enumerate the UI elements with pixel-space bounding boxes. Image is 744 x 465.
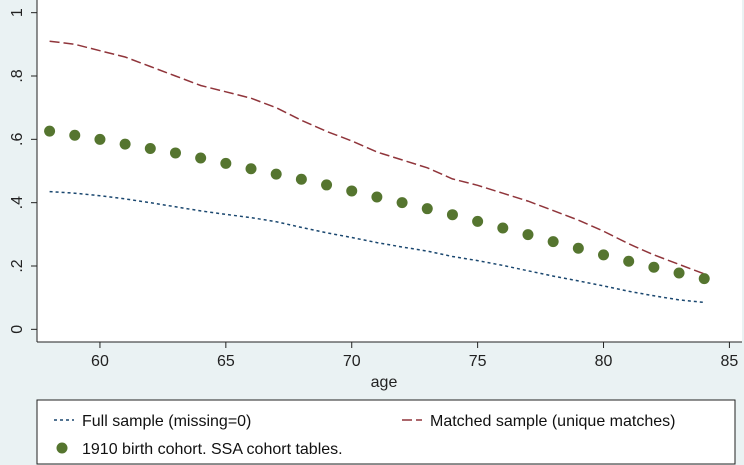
y-tick-label: .2 bbox=[9, 259, 26, 272]
ssa-cohort-point bbox=[94, 133, 106, 145]
legend-label-matched-sample: Matched sample (unique matches) bbox=[430, 413, 675, 430]
y-tick-label: .6 bbox=[9, 133, 26, 146]
ssa-cohort-point bbox=[195, 152, 207, 164]
legend: Full sample (missing=0) Matched sample (… bbox=[36, 399, 736, 465]
x-tick-label: 80 bbox=[595, 353, 613, 370]
y-tick-label: .8 bbox=[9, 69, 26, 82]
x-tick-label: 75 bbox=[469, 353, 487, 370]
y-tick-label: 1 bbox=[9, 8, 26, 17]
ssa-cohort-point bbox=[295, 173, 307, 185]
legend-swatch-ssa-cohort bbox=[56, 442, 68, 454]
ssa-cohort-point bbox=[698, 273, 710, 285]
ssa-cohort-point bbox=[245, 163, 257, 175]
ssa-cohort-point bbox=[220, 157, 232, 169]
ssa-cohort-point bbox=[346, 185, 358, 197]
legend-label-full-sample: Full sample (missing=0) bbox=[82, 413, 251, 430]
legend-box bbox=[36, 399, 736, 465]
ssa-cohort-point bbox=[648, 261, 660, 273]
x-tick-label: 65 bbox=[217, 353, 235, 370]
y-axis-ticks: 0 .2 .4 .6 .8 1 bbox=[9, 8, 37, 334]
ssa-cohort-point bbox=[572, 242, 584, 254]
ssa-cohort-point bbox=[270, 168, 282, 180]
ssa-cohort-point bbox=[673, 267, 685, 279]
x-tick-label: 85 bbox=[721, 353, 739, 370]
x-tick-label: 70 bbox=[343, 353, 361, 370]
ssa-cohort-point bbox=[321, 179, 333, 191]
ssa-cohort-point bbox=[44, 125, 56, 137]
y-tick-label: 0 bbox=[9, 325, 26, 334]
ssa-cohort-point bbox=[421, 203, 433, 215]
ssa-cohort-point bbox=[497, 222, 509, 234]
x-tick-label: 60 bbox=[91, 353, 109, 370]
y-tick-label: .4 bbox=[9, 196, 26, 209]
ssa-cohort-point bbox=[547, 236, 559, 248]
ssa-cohort-point bbox=[371, 191, 383, 203]
full-sample-line bbox=[49, 190, 705, 304]
matched-sample-line bbox=[49, 40, 705, 275]
ssa-cohort-point bbox=[144, 143, 156, 155]
x-axis-title: age bbox=[371, 374, 398, 391]
ssa-cohort-point bbox=[69, 129, 81, 141]
ssa-cohort-point bbox=[119, 138, 131, 150]
ssa-cohort-point bbox=[169, 147, 181, 159]
ssa-cohort-point bbox=[598, 249, 610, 261]
ssa-cohort-point bbox=[446, 209, 458, 221]
plot-area bbox=[37, 0, 742, 342]
x-axis-ticks: 60 65 70 75 80 85 bbox=[91, 342, 738, 370]
ssa-cohort-point bbox=[522, 229, 534, 241]
legend-label-ssa-cohort: 1910 birth cohort. SSA cohort tables. bbox=[82, 441, 343, 458]
ssa-cohort-point bbox=[396, 197, 408, 209]
ssa-cohort-point bbox=[472, 215, 484, 227]
plot-lines bbox=[49, 40, 705, 304]
plot-markers bbox=[44, 125, 710, 285]
ssa-cohort-point bbox=[623, 255, 635, 267]
